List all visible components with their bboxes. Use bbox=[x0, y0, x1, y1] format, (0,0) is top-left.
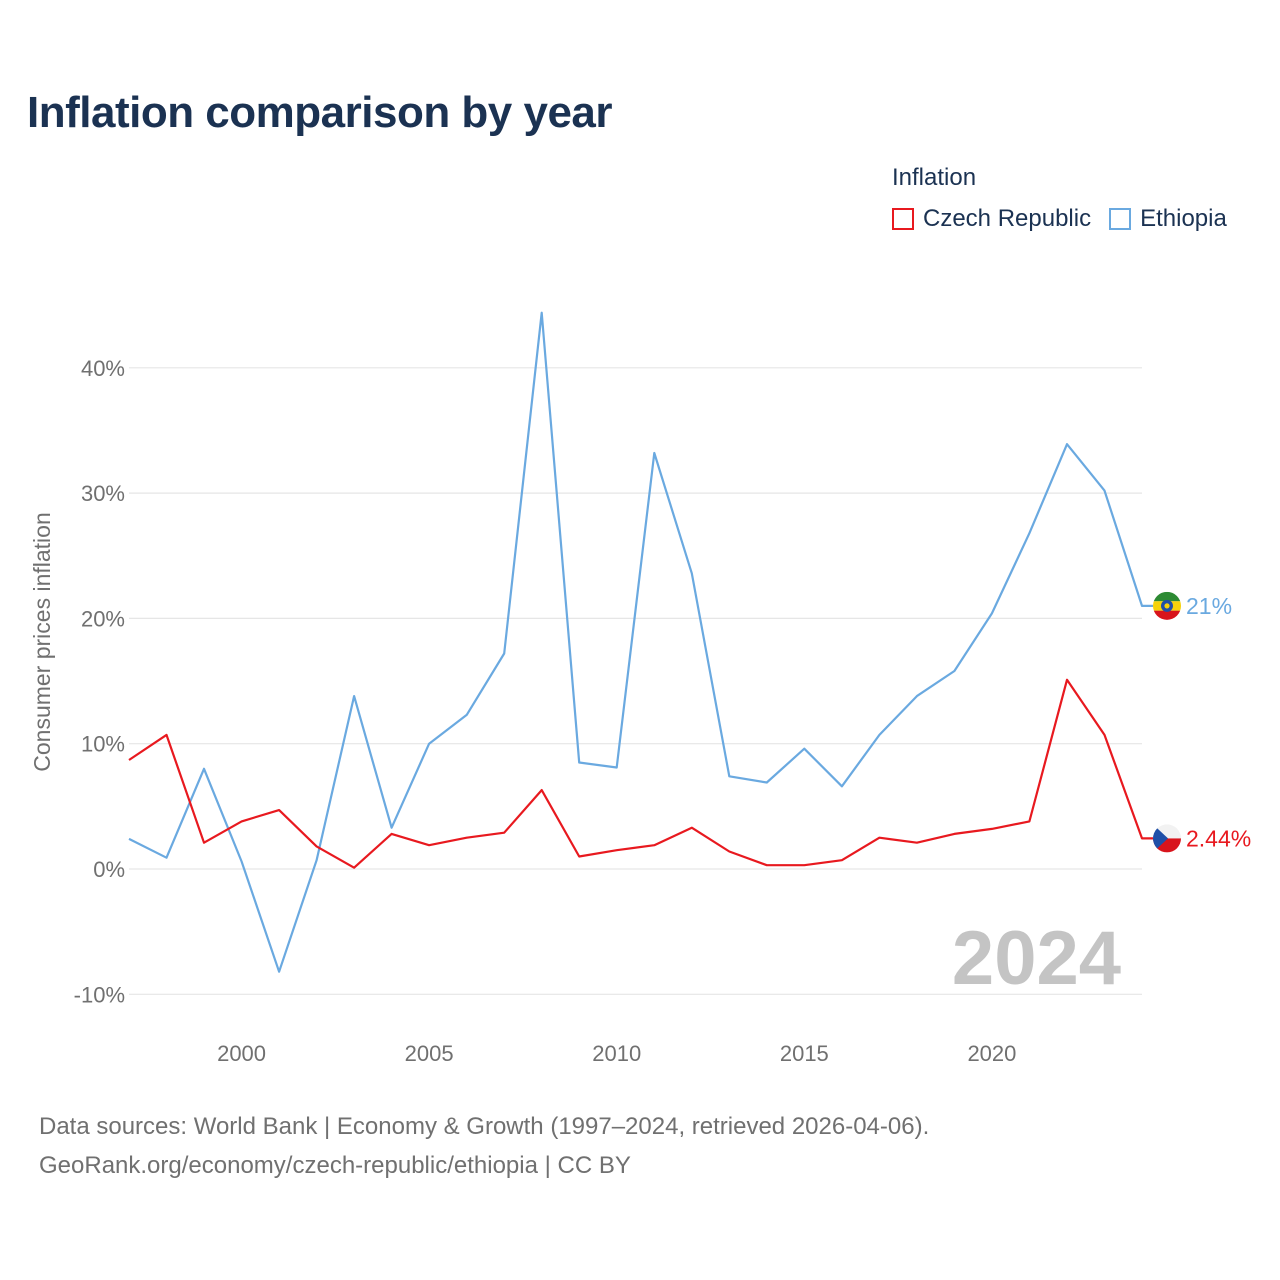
czech-flag-icon bbox=[1153, 824, 1181, 853]
source-note: Data sources: World Bank | Economy & Gro… bbox=[39, 1107, 929, 1185]
chart-title: Inflation comparison by year bbox=[27, 88, 613, 137]
series-line-czech-republic bbox=[128, 678, 1153, 869]
y-tick-label: -10% bbox=[74, 982, 125, 1007]
legend-label: Czech Republic bbox=[923, 205, 1092, 232]
y-tick-label: 30% bbox=[81, 481, 125, 506]
x-tick-label: 2015 bbox=[780, 1041, 829, 1066]
y-tick-label: 40% bbox=[81, 356, 125, 381]
series-line-ethiopia bbox=[128, 311, 1153, 973]
legend-item-czech-republic[interactable]: Czech Republic bbox=[892, 205, 1091, 233]
legend-item-ethiopia[interactable]: Ethiopia bbox=[1109, 205, 1227, 233]
x-tick-label: 2020 bbox=[967, 1041, 1016, 1066]
ethiopia-flag-icon bbox=[1153, 591, 1181, 620]
legend-swatch-czech-republic bbox=[892, 208, 914, 230]
legend-title: Inflation bbox=[892, 164, 977, 191]
x-tick-label: 2010 bbox=[592, 1041, 641, 1066]
y-tick-label: 0% bbox=[93, 857, 125, 882]
end-label-ethiopia: 21% bbox=[1186, 593, 1232, 619]
y-tick-label: 20% bbox=[81, 606, 125, 631]
legend-swatch-ethiopia bbox=[1109, 208, 1132, 230]
end-label-czech-republic: 2.44% bbox=[1186, 825, 1251, 851]
x-tick-label: 2000 bbox=[217, 1041, 266, 1066]
source-line-2[interactable]: GeoRank.org/economy/czech-republic/ethio… bbox=[39, 1152, 631, 1179]
x-tick-label: 2005 bbox=[405, 1041, 454, 1066]
y-axis-label: Consumer prices inflation bbox=[29, 512, 55, 772]
y-tick-label: 10% bbox=[81, 732, 125, 757]
year-watermark: 2024 bbox=[952, 916, 1121, 1001]
legend-label: Ethiopia bbox=[1140, 205, 1227, 232]
source-line-1: Data sources: World Bank | Economy & Gro… bbox=[39, 1113, 930, 1140]
legend: Czech Republic Ethiopia bbox=[892, 205, 1227, 233]
